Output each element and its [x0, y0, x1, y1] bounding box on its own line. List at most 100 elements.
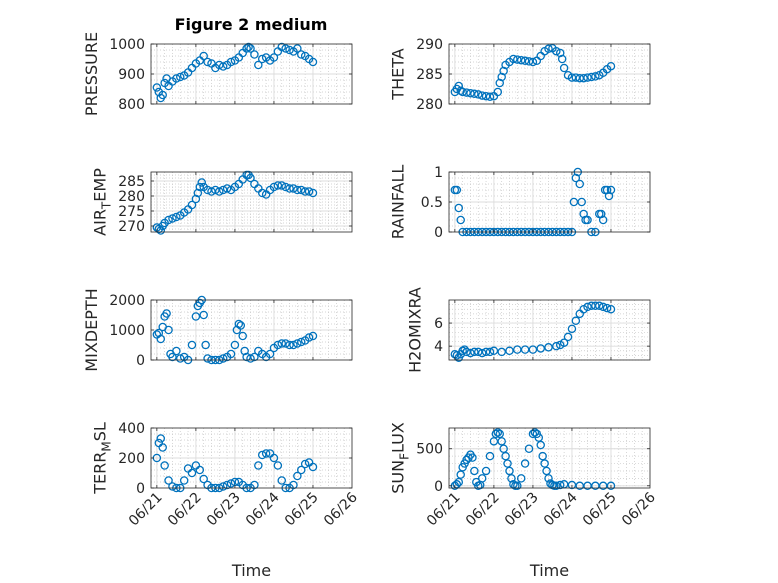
data-point: [199, 310, 208, 320]
data-point: [538, 451, 547, 461]
data-point: [552, 481, 561, 491]
ytick-label: 285: [118, 174, 145, 190]
data-point: [454, 81, 464, 91]
data-point: [598, 215, 608, 225]
subplot-h2omixra: 4 6 H2OMIXRA: [406, 287, 651, 373]
subplot-mixdepth: 0 1000 2000 MIXDEPTH: [82, 288, 353, 372]
data-point: [497, 347, 506, 357]
major-grid: [151, 172, 352, 232]
data-point: [470, 347, 479, 357]
data-point: [265, 349, 275, 359]
data-point: [289, 340, 298, 350]
data-point: [536, 440, 545, 450]
data-point: [470, 466, 479, 476]
major-grid: [449, 172, 650, 232]
data-point: [540, 459, 549, 468]
data-point: [499, 66, 508, 76]
data-point: [583, 302, 592, 312]
data-point: [304, 187, 314, 196]
data-point: [555, 48, 565, 58]
data-point: [489, 346, 499, 356]
data-point: [277, 42, 286, 52]
data-point: [495, 429, 504, 439]
data-point: [501, 451, 510, 461]
data-point: [152, 83, 162, 92]
data-point: [308, 57, 318, 67]
data-point: [575, 179, 584, 189]
data-point: [250, 50, 259, 59]
data-point: [226, 479, 236, 488]
data-point: [567, 324, 577, 334]
ylabel-text: AIRTEMP: [91, 168, 114, 236]
ylabel-3: RAINFALL: [389, 165, 408, 240]
data-point: [602, 303, 612, 313]
data-point: [226, 57, 236, 67]
ylabel-text: SUNFLUX: [389, 422, 412, 494]
data-point: [557, 54, 567, 64]
data-point: [222, 184, 232, 193]
data-point: [226, 349, 236, 359]
data-point: [528, 57, 538, 67]
data-point: [289, 480, 298, 490]
data-point: [222, 480, 232, 490]
data-point: [277, 339, 286, 348]
data-point: [293, 44, 302, 53]
data-point: [193, 188, 203, 198]
data-point: [154, 328, 164, 338]
data-point: [293, 471, 302, 481]
data-point: [269, 182, 279, 192]
ytick-label: 1: [434, 165, 443, 181]
ylabel-7: SUNFLUX: [389, 422, 412, 494]
ylabel-0: PRESSURE: [82, 32, 101, 116]
data-point: [236, 321, 246, 330]
data-point: [203, 57, 212, 67]
ylabel-text: TERRMSL: [91, 422, 114, 495]
ylabel-text: PRESSURE: [82, 32, 101, 116]
data-point: [172, 74, 181, 83]
xlabel: Time: [231, 561, 271, 580]
data-point: [308, 462, 318, 472]
ytick-label: 0: [434, 479, 443, 495]
data-series: [450, 428, 616, 491]
data-point: [297, 50, 306, 59]
data-point: [168, 214, 177, 223]
data-point: [596, 209, 606, 219]
ytick-label: 1000: [109, 37, 145, 53]
data-point: [203, 354, 212, 363]
data-point: [261, 449, 271, 458]
data-point: [244, 42, 253, 52]
ylabel-5: H2OMIXRA: [406, 287, 425, 373]
data-point: [254, 461, 263, 470]
data-point: [172, 212, 181, 222]
data-point: [571, 316, 581, 326]
data-point: [246, 173, 255, 183]
data-point: [559, 63, 569, 73]
ytick-label: 0: [136, 481, 145, 497]
data-point: [452, 351, 462, 360]
data-point: [187, 468, 197, 478]
data-point: [238, 331, 247, 341]
data-series: [152, 170, 318, 235]
data-series: [152, 295, 318, 365]
ytick-label: 200: [118, 451, 145, 467]
ytick-label: 2000: [109, 293, 145, 309]
data-point: [285, 45, 294, 55]
data-point: [606, 185, 616, 195]
data-point: [563, 332, 573, 342]
data-point: [156, 334, 166, 344]
ylabel-part: TERR: [91, 452, 110, 495]
data-point: [606, 304, 616, 314]
data-series: [450, 43, 616, 102]
data-point: [579, 73, 588, 83]
xlabel: Time: [529, 561, 569, 580]
data-point: [172, 346, 181, 356]
data-point: [466, 348, 475, 358]
ylabel-2: AIRTEMP: [91, 168, 114, 236]
ylabel-6: TERRMSL: [91, 422, 114, 495]
data-point: [176, 354, 185, 363]
data-point: [544, 474, 553, 483]
data-point: [474, 90, 483, 99]
ytick-label: 290: [416, 37, 443, 53]
data-point: [308, 331, 318, 341]
